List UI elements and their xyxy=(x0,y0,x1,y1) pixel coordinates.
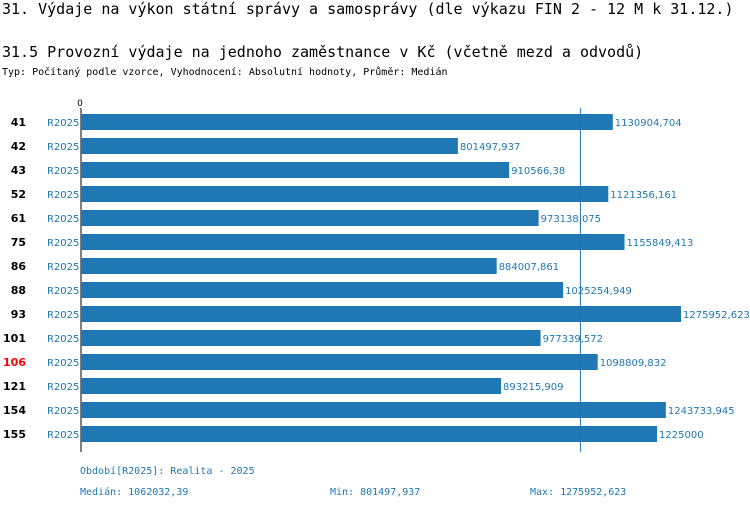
value-label: 1275952,623 xyxy=(683,310,750,321)
category-label: 42 xyxy=(11,140,26,153)
bar xyxy=(81,426,658,442)
category-label: 88 xyxy=(11,284,26,297)
series-label: R2025 xyxy=(47,214,79,225)
bar xyxy=(81,162,510,178)
bar xyxy=(81,114,613,130)
bar xyxy=(81,354,598,370)
bar xyxy=(81,378,502,394)
series-label: R2025 xyxy=(47,238,79,249)
value-label: 1155849,413 xyxy=(627,238,694,249)
period-label: Období[R2025]: Realita - 2025 xyxy=(80,466,255,477)
series-label: R2025 xyxy=(47,310,79,321)
category-label: 75 xyxy=(11,236,26,249)
category-label: 154 xyxy=(3,404,26,417)
category-label: 106 xyxy=(3,356,26,369)
series-label: R2025 xyxy=(47,430,79,441)
category-label: 52 xyxy=(11,188,26,201)
bar xyxy=(81,282,564,298)
series-label: R2025 xyxy=(47,382,79,393)
bar xyxy=(81,402,666,418)
bar-chart: 0 41 R2025 1130904,704 42 R2025 801497,937 43 R2… xyxy=(3,99,750,452)
min-stat: Min: 801497,937 xyxy=(330,487,421,498)
category-label: 93 xyxy=(11,308,26,321)
value-label: 1130904,704 xyxy=(615,118,682,129)
bar xyxy=(81,138,458,154)
series-label: R2025 xyxy=(47,334,79,345)
chart-info: Typ: Počítaný podle vzorce, Vyhodnocení:… xyxy=(2,67,448,78)
x-axis-zero-label: 0 xyxy=(77,99,83,109)
bar xyxy=(81,258,497,274)
bar xyxy=(81,186,609,202)
series-label: R2025 xyxy=(47,166,79,177)
series-label: R2025 xyxy=(47,142,79,153)
median-stat: Medián: 1062032,39 xyxy=(80,487,189,498)
series-label: R2025 xyxy=(47,190,79,201)
category-label: 61 xyxy=(11,212,26,225)
bar xyxy=(81,306,681,322)
series-label: R2025 xyxy=(47,262,79,273)
category-label: 101 xyxy=(3,332,26,345)
value-label: 1225000 xyxy=(659,430,704,441)
value-label: 1243733,945 xyxy=(668,406,735,417)
category-label: 43 xyxy=(11,164,26,177)
value-label: 884007,861 xyxy=(499,262,559,273)
value-label: 1121356,161 xyxy=(610,190,677,201)
bar xyxy=(81,330,541,346)
series-label: R2025 xyxy=(47,286,79,297)
category-label: 86 xyxy=(11,260,27,273)
bar xyxy=(81,210,539,226)
value-label: 1098809,832 xyxy=(600,358,667,369)
value-label: 893215,909 xyxy=(503,382,563,393)
value-label: 977339,572 xyxy=(543,334,603,345)
series-label: R2025 xyxy=(47,406,79,417)
value-label: 801497,937 xyxy=(460,142,520,153)
value-label: 973138,075 xyxy=(541,214,601,225)
series-label: R2025 xyxy=(47,118,79,129)
series-label: R2025 xyxy=(47,358,79,369)
value-label: 1025254,949 xyxy=(565,286,632,297)
category-label: 121 xyxy=(3,380,26,393)
category-label: 155 xyxy=(3,428,26,441)
chart-title: 31.5 Provozní výdaje na jednoho zaměstna… xyxy=(2,43,644,61)
max-stat: Max: 1275952,623 xyxy=(530,487,627,498)
value-label: 910566,38 xyxy=(511,166,565,177)
page-title: 31. Výdaje na výkon státní správy a samo… xyxy=(2,0,734,18)
category-label: 41 xyxy=(11,116,26,129)
bar xyxy=(81,234,625,250)
